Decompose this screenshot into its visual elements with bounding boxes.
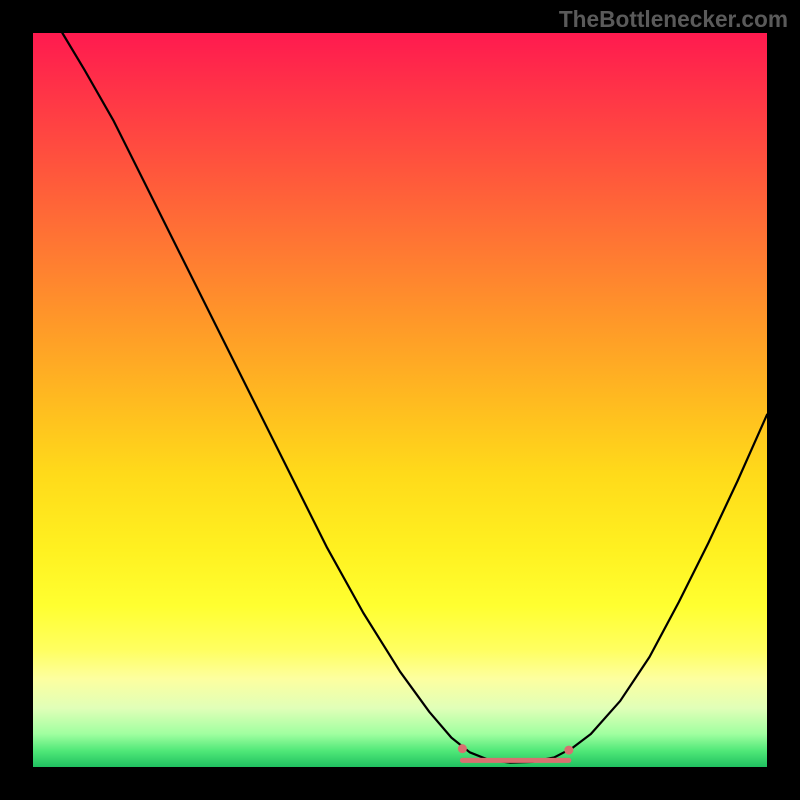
- attribution-text: TheBottlenecker.com: [559, 6, 788, 33]
- chart-svg: [0, 0, 800, 800]
- optimal-range-marker-end: [564, 746, 573, 755]
- optimal-range-marker-start: [458, 744, 467, 753]
- chart-plot-area: [33, 33, 767, 767]
- bottleneck-chart: TheBottlenecker.com: [0, 0, 800, 800]
